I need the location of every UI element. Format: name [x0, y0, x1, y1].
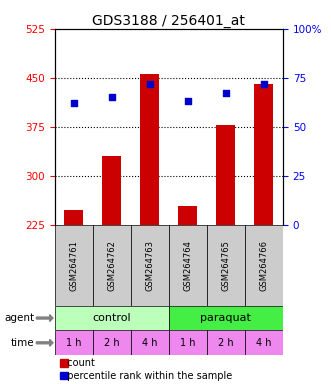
Bar: [55, 306, 169, 331]
Text: GSM264763: GSM264763: [145, 240, 154, 291]
Point: [261, 81, 266, 87]
Bar: [245, 225, 283, 306]
Text: 4 h: 4 h: [256, 338, 272, 348]
Text: GSM264766: GSM264766: [260, 240, 268, 291]
Bar: [102, 156, 121, 225]
Point: [147, 81, 152, 87]
Text: percentile rank within the sample: percentile rank within the sample: [61, 371, 232, 381]
Bar: [140, 74, 159, 225]
Bar: [169, 306, 283, 331]
Text: GSM264762: GSM264762: [107, 240, 116, 291]
Text: GSM264765: GSM264765: [221, 240, 230, 291]
Bar: [207, 225, 245, 306]
Text: GSM264761: GSM264761: [69, 240, 78, 291]
Bar: [207, 331, 245, 355]
Bar: [245, 331, 283, 355]
Bar: [131, 225, 169, 306]
Bar: [169, 225, 207, 306]
Text: count: count: [61, 358, 95, 368]
Bar: [93, 225, 131, 306]
Text: GSM264764: GSM264764: [183, 240, 192, 291]
Text: 1 h: 1 h: [66, 338, 81, 348]
Bar: [93, 331, 131, 355]
Text: 2 h: 2 h: [104, 338, 119, 348]
Title: GDS3188 / 256401_at: GDS3188 / 256401_at: [92, 14, 245, 28]
Text: paraquat: paraquat: [201, 313, 251, 323]
Bar: [55, 225, 93, 306]
Bar: [64, 210, 83, 225]
Point: [71, 100, 76, 106]
Bar: [131, 331, 169, 355]
Point: [185, 98, 191, 104]
Bar: [169, 331, 207, 355]
Bar: [255, 84, 273, 225]
Point: [223, 90, 228, 96]
Text: agent: agent: [5, 313, 35, 323]
Text: control: control: [92, 313, 131, 323]
Bar: [216, 125, 235, 225]
Point: [109, 94, 115, 100]
Bar: [55, 331, 93, 355]
Bar: [178, 206, 197, 225]
Text: 1 h: 1 h: [180, 338, 196, 348]
Text: 2 h: 2 h: [218, 338, 234, 348]
Text: time: time: [11, 338, 35, 348]
Text: 4 h: 4 h: [142, 338, 158, 348]
